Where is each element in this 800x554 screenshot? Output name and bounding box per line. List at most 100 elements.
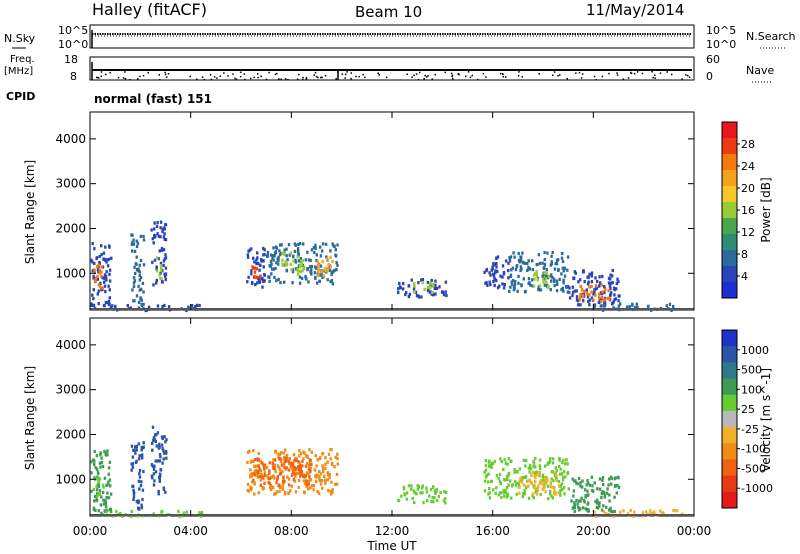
data-cell <box>96 264 99 269</box>
data-cell <box>529 283 532 287</box>
nave-scatter <box>96 71 691 81</box>
data-cell <box>261 461 264 465</box>
data-cell <box>535 270 538 274</box>
data-cell <box>103 476 107 480</box>
data-cell <box>195 303 199 307</box>
data-cell <box>566 255 570 259</box>
nave-point <box>142 74 145 77</box>
nsearch-label: N.Search <box>746 30 796 43</box>
data-cell <box>613 288 616 292</box>
data-cell <box>278 485 282 489</box>
data-cell <box>102 251 106 255</box>
data-cell <box>534 480 537 484</box>
data-cell <box>497 493 501 497</box>
data-cell <box>421 491 424 495</box>
y-tick-label: 4000 <box>55 338 86 352</box>
data-cell <box>299 270 302 274</box>
data-cell <box>137 506 140 511</box>
data-cell <box>251 281 254 286</box>
data-cell <box>256 251 259 255</box>
data-cell <box>444 490 448 495</box>
data-cell <box>615 287 618 291</box>
data-cell <box>307 482 310 486</box>
data-cell <box>321 242 325 246</box>
data-cell <box>531 268 534 272</box>
data-cell <box>278 253 282 257</box>
nave-point <box>654 77 656 79</box>
data-cell <box>162 457 165 461</box>
data-cell <box>557 268 560 273</box>
data-cell <box>553 471 556 475</box>
data-cell <box>277 277 280 281</box>
data-cell <box>584 507 587 511</box>
data-cell <box>601 274 604 279</box>
data-cell <box>628 305 631 309</box>
data-cell <box>261 285 264 289</box>
data-cell <box>294 468 297 472</box>
data-cell <box>253 492 256 496</box>
data-cell <box>405 491 409 495</box>
data-cell <box>598 284 601 288</box>
data-cell <box>290 463 293 467</box>
data-cell <box>274 266 277 270</box>
data-cell <box>318 477 321 482</box>
data-cell <box>504 478 507 482</box>
data-cell <box>618 302 622 306</box>
data-cell <box>284 448 287 452</box>
data-cell <box>600 492 603 496</box>
nave-point <box>457 73 459 75</box>
data-cell <box>425 490 429 494</box>
data-cell <box>587 275 590 280</box>
data-cell <box>132 490 136 494</box>
data-cell <box>329 280 332 284</box>
data-cell <box>591 484 594 488</box>
data-cell <box>603 291 606 295</box>
data-cell <box>100 511 103 515</box>
nave-point <box>100 75 102 78</box>
data-cell <box>541 475 544 479</box>
data-cell <box>100 244 103 248</box>
data-cell <box>528 470 531 474</box>
data-cell <box>593 303 597 307</box>
data-cell <box>536 262 539 267</box>
nave-point <box>670 73 673 76</box>
nave-point <box>244 78 246 81</box>
beam-title: Beam 10 <box>355 3 422 21</box>
data-cell <box>544 477 547 481</box>
data-cell <box>111 304 114 308</box>
data-cell <box>617 485 621 489</box>
data-cell <box>246 460 249 465</box>
data-cell <box>541 274 544 278</box>
nave-point <box>467 71 470 73</box>
nave-point <box>411 76 413 78</box>
data-cell <box>600 292 604 296</box>
data-cell <box>99 465 102 469</box>
data-cell <box>105 483 108 487</box>
data-cell <box>130 242 134 246</box>
data-cell <box>484 459 487 463</box>
data-cell <box>323 474 326 478</box>
data-cell <box>523 261 527 265</box>
data-cell <box>580 496 583 500</box>
data-cell <box>98 268 102 272</box>
data-cell <box>158 477 161 481</box>
data-cell <box>134 451 137 455</box>
velocity-colorbar-label: Velocity [m s^-1] <box>759 368 773 472</box>
data-cell <box>159 226 162 230</box>
data-cell <box>99 453 102 457</box>
data-cell <box>265 466 269 470</box>
nave-point <box>298 73 300 76</box>
data-cell <box>330 278 334 283</box>
data-cell <box>518 491 521 495</box>
data-cell <box>93 270 96 274</box>
data-cell <box>307 280 310 284</box>
data-cell <box>603 495 606 499</box>
data-cell <box>526 479 530 483</box>
data-cell <box>565 458 568 462</box>
data-cell <box>581 479 584 483</box>
nave-point <box>100 71 103 73</box>
colorbar-tick-label: 500 <box>741 364 762 377</box>
data-cell <box>599 304 602 308</box>
data-cell <box>608 499 611 503</box>
